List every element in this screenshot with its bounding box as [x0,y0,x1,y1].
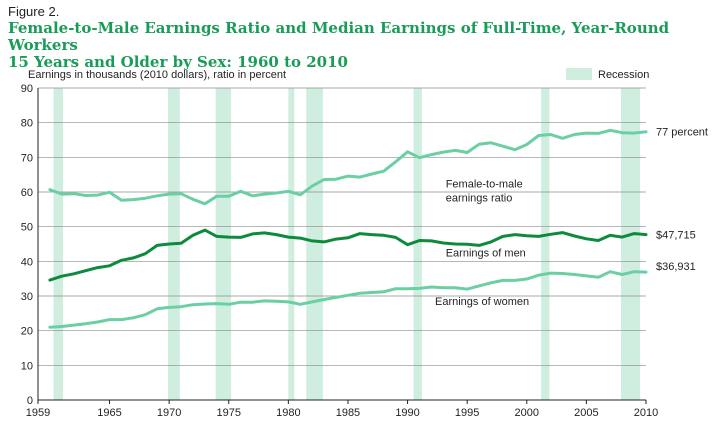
x-tick-label: 1980 [276,407,300,419]
chart-labels: Earnings in thousands (2010 dollars), ra… [28,68,708,308]
y-tick-label: 0 [27,395,33,407]
series-label-ratio: earnings ratio [446,192,513,204]
end-label-men: $47,715 [656,230,696,242]
y-tick-label: 60 [21,187,33,199]
x-tick-label: 1995 [455,407,479,419]
recession-band [306,88,323,400]
chart-title: Female-to-Male Earnings Ratio and Median… [8,20,708,71]
end-label-women: $36,931 [656,261,696,273]
recession-bands [53,88,641,400]
series-line-women [48,270,648,329]
x-tick-label: 1965 [97,407,121,419]
x-tick-label: 1990 [395,407,419,419]
y-tick-label: 20 [21,326,33,338]
y-tick-label: 70 [21,152,33,164]
x-tick-label: 1975 [217,407,241,419]
y-tick-label: 30 [21,291,33,303]
series-label-men: Earnings of men [446,248,526,260]
series-line-men [48,228,648,282]
legend-swatch [566,68,592,80]
y-tick-label: 80 [21,118,33,130]
x-tick-label: 2000 [515,407,539,419]
series-line-ratio [48,128,648,206]
series-label-women: Earnings of women [435,296,529,308]
x-tick-label: 1959 [26,407,50,419]
chart-title-line-2: 15 Years and Older by Sex: 1960 to 2010 [8,53,348,71]
x-tick-label: 1970 [157,407,181,419]
recession-band [620,88,641,400]
x-tick-label: 2005 [574,407,598,419]
legend-label: Recession [598,69,649,81]
axes: 0 10 20 30 40 50 60 70 80 90 1959 1965 1970 1975 1980 1… [21,83,658,419]
figure-label: Figure 2. [8,4,60,19]
gridlines [38,87,646,366]
recession-band [53,88,64,400]
y-tick-label: 10 [21,360,33,372]
x-tick-label: 2010 [634,407,658,419]
series-lines [48,128,648,329]
y-axis-label: Earnings in thousands (2010 dollars), ra… [28,69,286,81]
series-label-ratio: Female-to-male [446,178,523,190]
y-tick-label: 90 [21,83,33,95]
x-tick-label: 1985 [336,407,360,419]
recession-band [413,88,422,400]
y-tick-label: 50 [21,222,33,234]
y-tick-label: 40 [21,256,33,268]
end-label-ratio: 77 percent [656,127,708,139]
recession-band [215,88,232,400]
chart-title-line-1: Female-to-Male Earnings Ratio and Median… [8,19,670,54]
recession-band [541,88,550,400]
recession-band [288,88,295,400]
